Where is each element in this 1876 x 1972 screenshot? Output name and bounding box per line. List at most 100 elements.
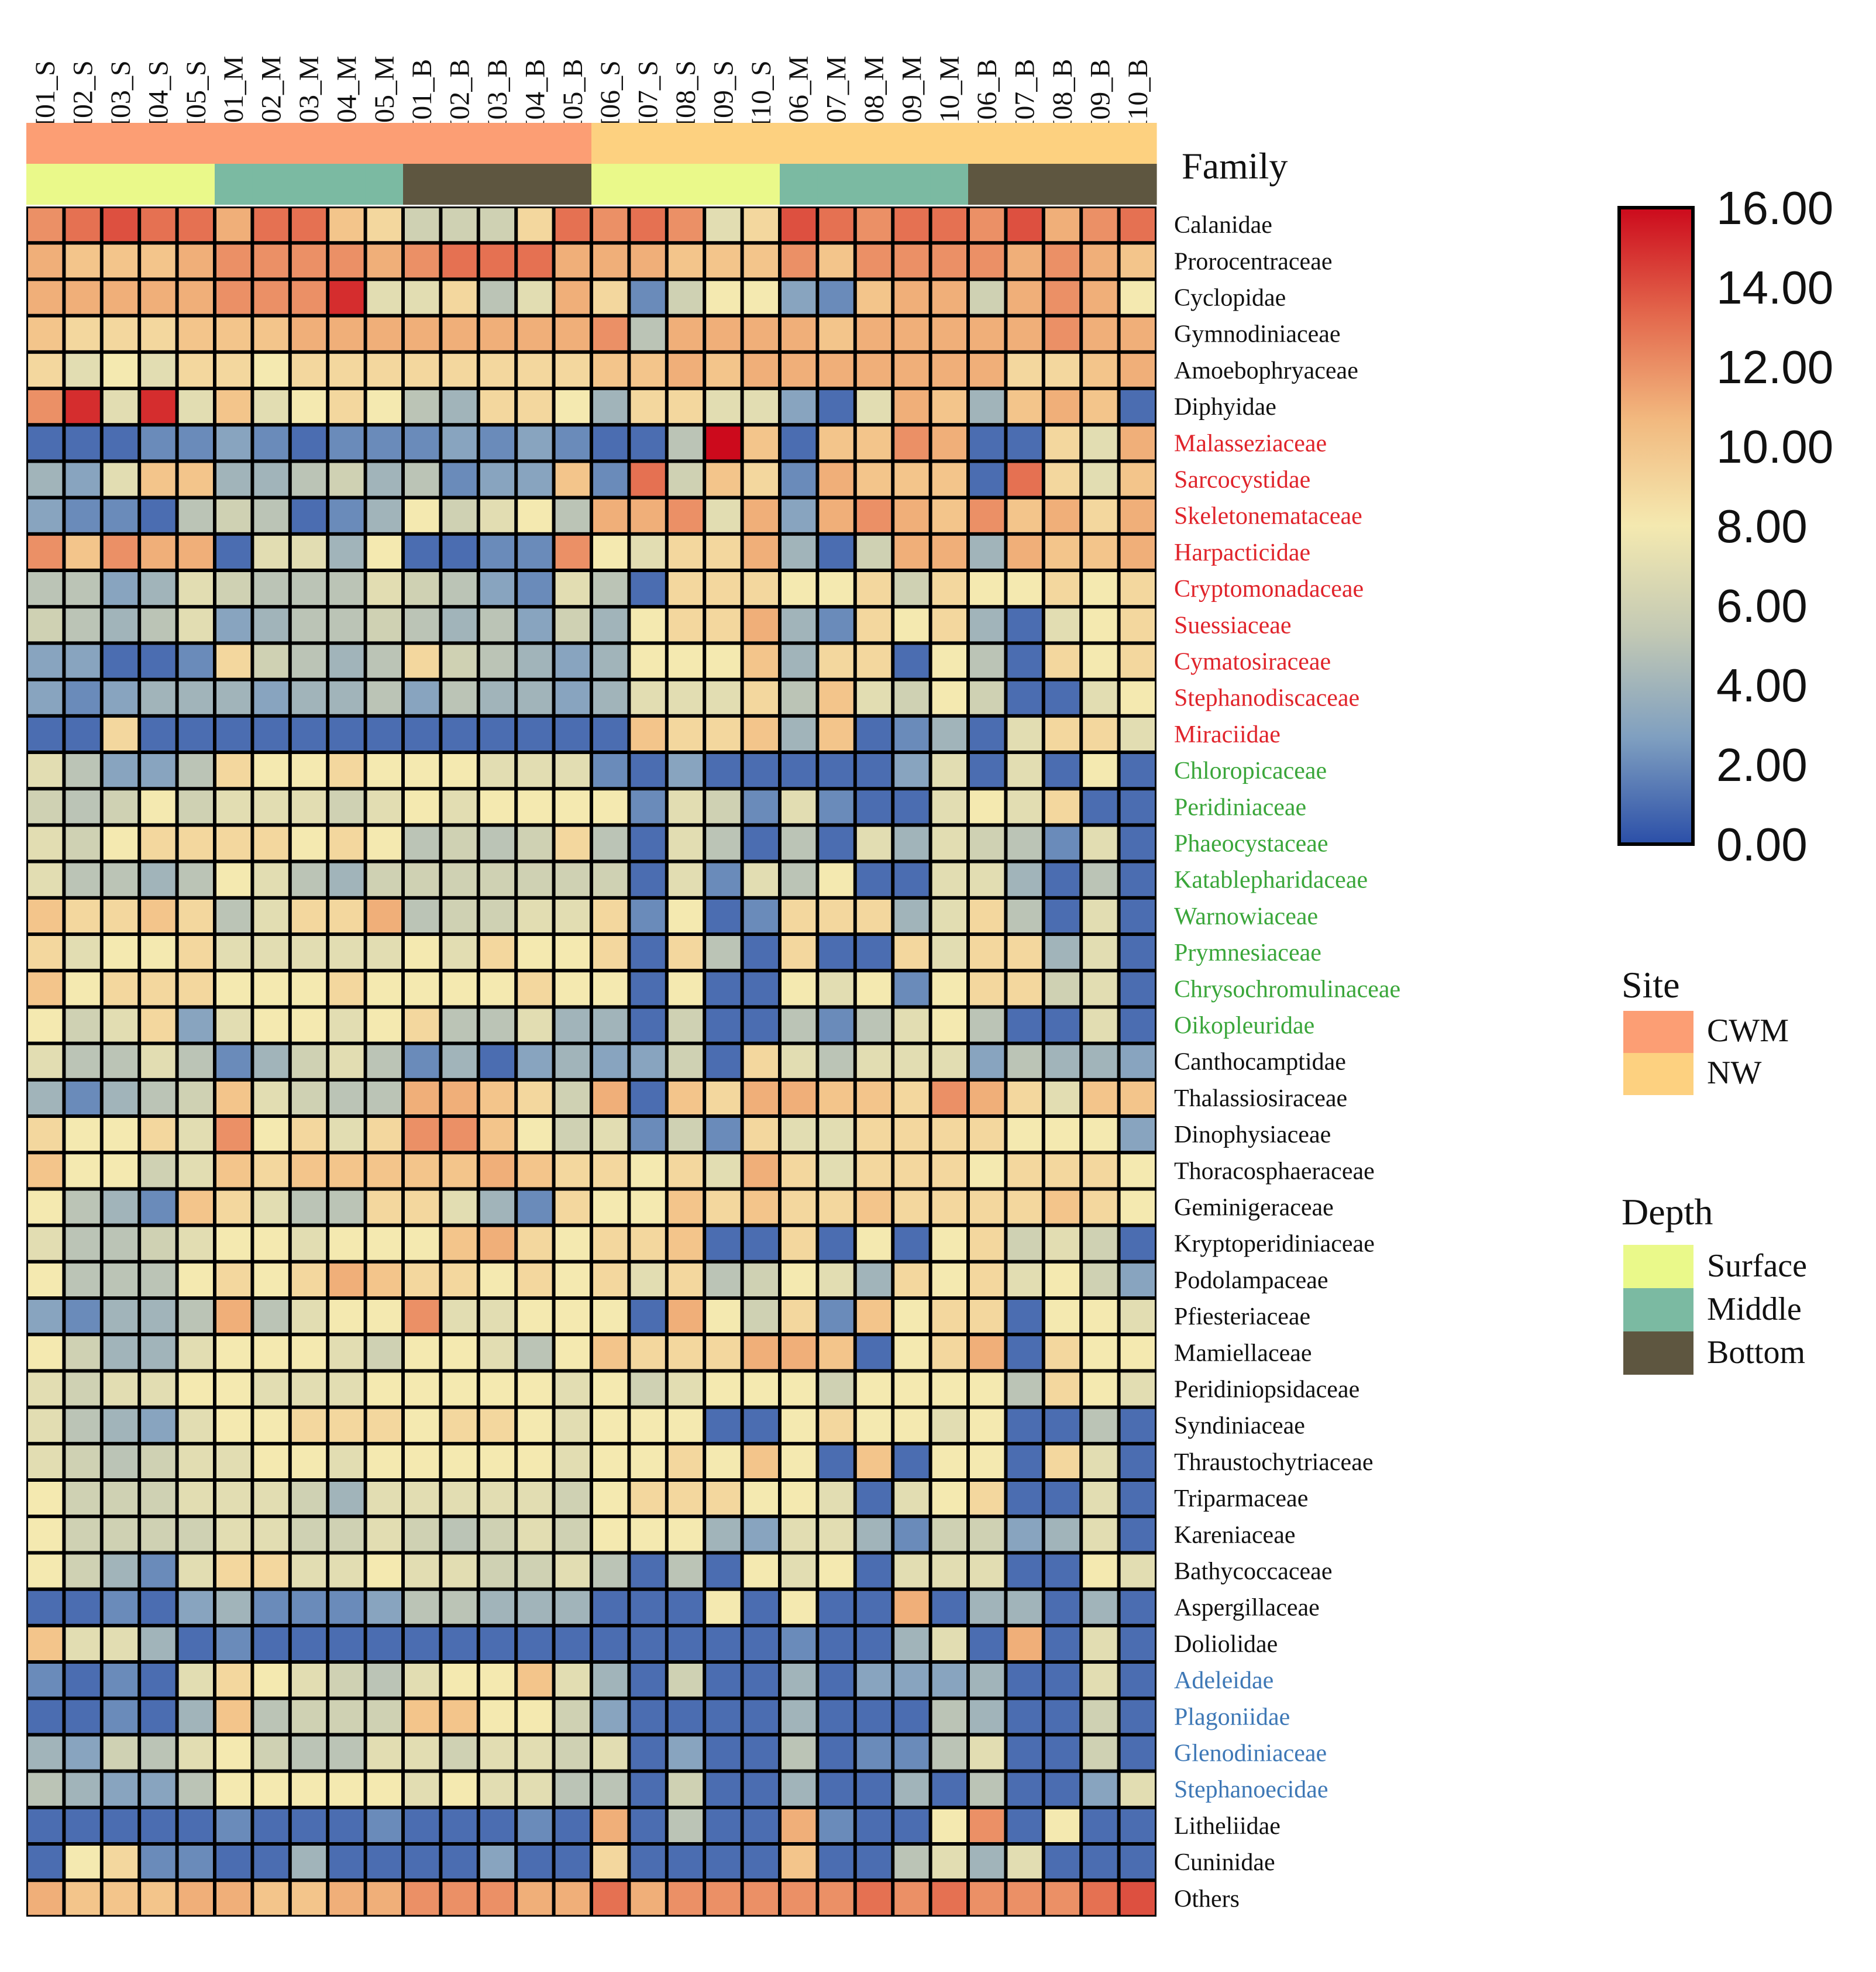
heatmap-cell <box>631 717 665 751</box>
site-annotation-cell <box>629 123 667 164</box>
heatmap-cell <box>28 1009 63 1042</box>
depth-annotation-cell <box>817 164 856 205</box>
heatmap-cell <box>405 1554 439 1588</box>
heatmap-cell <box>216 463 251 496</box>
heatmap-cell <box>329 1409 364 1442</box>
site-annotation-cell <box>591 123 629 164</box>
heatmap-cell <box>856 1664 891 1697</box>
heatmap-cell <box>480 790 515 824</box>
heatmap-cell <box>216 972 251 1006</box>
heatmap-cell <box>706 1482 741 1515</box>
heatmap-cell <box>28 1445 63 1478</box>
heatmap-cell <box>66 1372 100 1406</box>
row-label: Stephanoecidae <box>1174 1777 1328 1804</box>
heatmap-cell <box>970 681 1004 714</box>
heatmap-cell <box>66 936 100 969</box>
color-scale-tick: 4.00 <box>1716 659 1808 711</box>
heatmap-cell <box>291 608 326 642</box>
heatmap-cell <box>706 1736 741 1770</box>
heatmap-cell <box>141 1009 175 1042</box>
heatmap-cell <box>178 1809 213 1842</box>
heatmap-cell <box>66 1118 100 1151</box>
heatmap-cell <box>819 645 853 678</box>
heatmap-cell <box>66 1263 100 1296</box>
heatmap-cell <box>970 1736 1004 1770</box>
depth-annotation-cell <box>101 164 140 205</box>
heatmap-cell <box>1045 899 1080 932</box>
heatmap-cell <box>555 1227 590 1260</box>
heatmap-cell <box>442 463 477 496</box>
heatmap-cell <box>103 681 138 714</box>
heatmap-cell <box>178 281 213 314</box>
heatmap-cell <box>291 535 326 569</box>
heatmap-cell <box>970 1591 1004 1624</box>
heatmap-cell <box>555 572 590 605</box>
heatmap-cell <box>178 1554 213 1588</box>
heatmap-cell <box>367 608 401 642</box>
heatmap-cell <box>103 1664 138 1697</box>
heatmap-cell <box>631 1518 665 1551</box>
heatmap-cell <box>518 499 552 532</box>
heatmap-cell <box>894 645 929 678</box>
heatmap-cell <box>555 790 590 824</box>
heatmap-cell <box>932 1809 966 1842</box>
heatmap-cell <box>706 936 741 969</box>
heatmap-cell <box>254 790 288 824</box>
heatmap-cell <box>329 1700 364 1733</box>
heatmap-cell <box>706 899 741 932</box>
heatmap-cell <box>405 1591 439 1624</box>
heatmap-cell <box>28 281 63 314</box>
heatmap-cell <box>555 317 590 350</box>
heatmap-cell <box>819 208 853 242</box>
heatmap-cell <box>555 1700 590 1733</box>
heatmap-cell <box>1007 281 1042 314</box>
heatmap-cell <box>103 463 138 496</box>
heatmap-cell <box>1045 827 1080 860</box>
heatmap-cell <box>856 681 891 714</box>
heatmap-cell <box>66 1736 100 1770</box>
heatmap-cell <box>1045 499 1080 532</box>
heatmap-cell <box>66 208 100 242</box>
heatmap-cell <box>291 1263 326 1296</box>
heatmap-cell <box>932 463 966 496</box>
heatmap-cell <box>743 1300 778 1333</box>
heatmap-cell <box>254 1227 288 1260</box>
heatmap-cell <box>555 208 590 242</box>
heatmap-cell <box>480 535 515 569</box>
heatmap-cell <box>442 1300 477 1333</box>
heatmap-cell <box>932 827 966 860</box>
heatmap-cell <box>932 1300 966 1333</box>
heatmap-cell <box>480 1846 515 1879</box>
heatmap-cell <box>631 1809 665 1842</box>
heatmap-cell <box>28 899 63 932</box>
heatmap-cell <box>782 1263 816 1296</box>
heatmap-cell <box>329 426 364 460</box>
heatmap-cell <box>555 1846 590 1879</box>
depth-legend-title: Depth <box>1622 1191 1713 1233</box>
site-legend-swatch <box>1623 1011 1693 1053</box>
heatmap-cell <box>518 1773 552 1806</box>
heatmap-cell <box>894 1482 929 1515</box>
heatmap-cell <box>28 1664 63 1697</box>
heatmap-cell <box>367 572 401 605</box>
heatmap-cell <box>66 645 100 678</box>
heatmap-cell <box>1083 1409 1117 1442</box>
heatmap-cell <box>819 1081 853 1114</box>
heatmap-cell <box>178 1445 213 1478</box>
color-scale-bar <box>1617 206 1695 846</box>
heatmap-cell <box>1045 1773 1080 1806</box>
row-label: Stephanodiscaceae <box>1174 685 1359 712</box>
heatmap-cell <box>593 1736 628 1770</box>
heatmap-cell <box>329 645 364 678</box>
site-annotation-cell <box>478 123 517 164</box>
heatmap-cell <box>329 936 364 969</box>
site-annotation-cell <box>177 123 215 164</box>
heatmap-cell <box>1045 863 1080 896</box>
heatmap-cell <box>329 463 364 496</box>
heatmap-cell <box>178 608 213 642</box>
heatmap-cell <box>178 1190 213 1224</box>
heatmap-cell <box>254 1554 288 1588</box>
heatmap-cell <box>1120 827 1155 860</box>
heatmap-cell <box>291 1627 326 1660</box>
heatmap-cell <box>743 245 778 278</box>
